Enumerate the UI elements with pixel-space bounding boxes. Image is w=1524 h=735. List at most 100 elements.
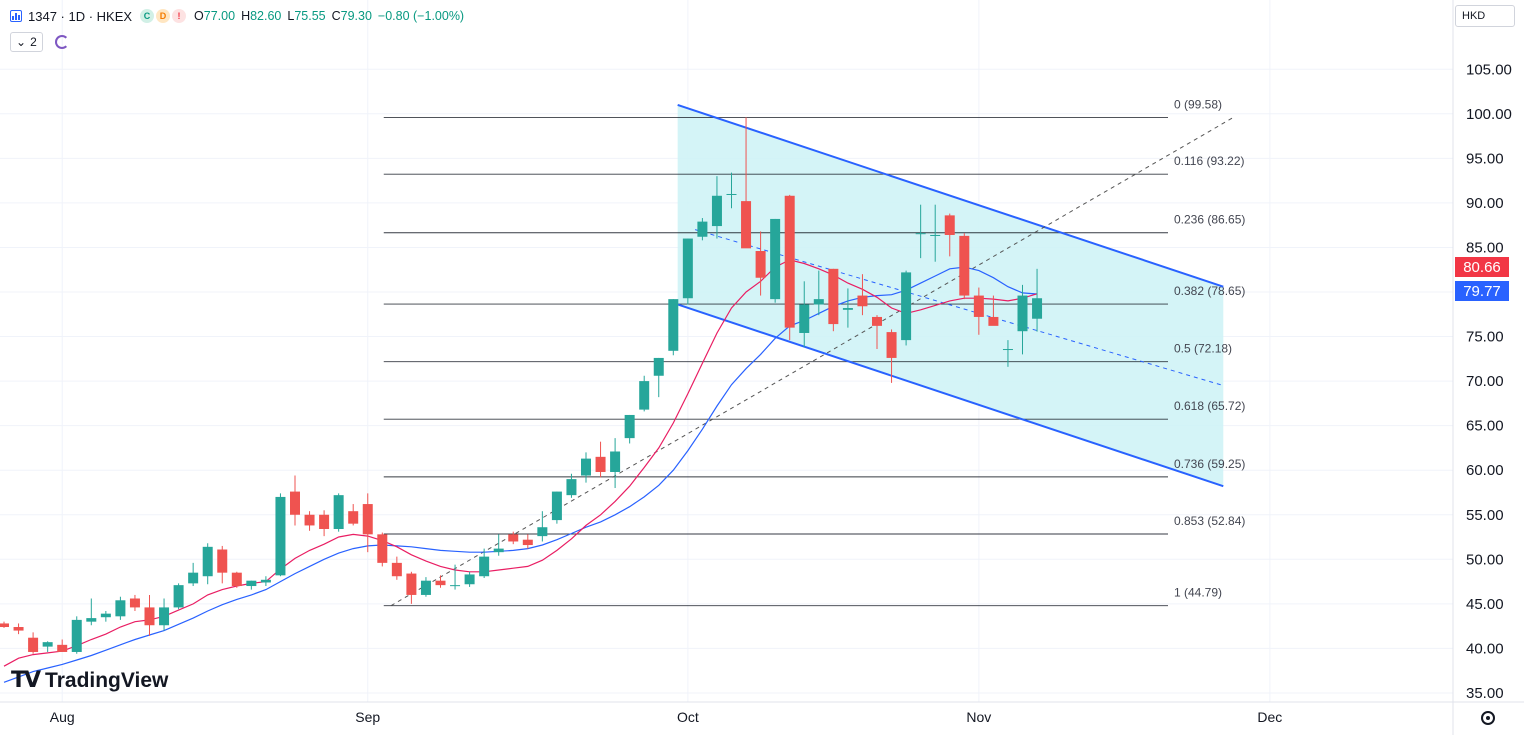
- candle[interactable]: [304, 511, 315, 531]
- candle[interactable]: [813, 270, 824, 316]
- candle[interactable]: [246, 580, 257, 590]
- candle[interactable]: [362, 493, 373, 553]
- candle[interactable]: [857, 274, 868, 316]
- gear-icon[interactable]: [1481, 711, 1495, 725]
- candle[interactable]: [755, 231, 766, 296]
- candle[interactable]: [173, 583, 184, 610]
- candles-layer[interactable]: [0, 117, 1043, 654]
- badge-warning[interactable]: !: [172, 9, 187, 23]
- candle[interactable]: [537, 511, 548, 542]
- currency-selector[interactable]: HKD: [1455, 5, 1515, 27]
- candle-body: [304, 514, 315, 526]
- candle[interactable]: [610, 438, 621, 489]
- candle[interactable]: [144, 594, 155, 636]
- candle[interactable]: [828, 268, 839, 332]
- candle[interactable]: [784, 194, 795, 341]
- channel-lower-line[interactable]: [677, 303, 1224, 488]
- fib-level-label: 0.116 (93.22): [1174, 154, 1245, 168]
- candle[interactable]: [13, 623, 24, 635]
- candle[interactable]: [348, 504, 359, 526]
- candle[interactable]: [944, 213, 955, 257]
- y-tick-label: 55.00: [1466, 507, 1504, 524]
- candle[interactable]: [260, 576, 271, 587]
- candle[interactable]: [493, 534, 504, 556]
- y-tick-label: 85.00: [1466, 239, 1504, 256]
- candle[interactable]: [697, 218, 708, 241]
- candle[interactable]: [595, 441, 606, 478]
- candle-body: [28, 637, 39, 652]
- badge-c[interactable]: C: [140, 9, 155, 23]
- candle[interactable]: [0, 621, 9, 628]
- candle[interactable]: [188, 562, 199, 587]
- candle[interactable]: [420, 577, 431, 597]
- candle[interactable]: [566, 473, 577, 498]
- candle[interactable]: [653, 357, 664, 398]
- tradingview-logo[interactable]: TV TradingView: [11, 668, 168, 693]
- candle[interactable]: [682, 238, 693, 305]
- candle[interactable]: [726, 172, 737, 209]
- candle[interactable]: [290, 475, 300, 526]
- candle[interactable]: [42, 641, 53, 652]
- symbol-title[interactable]: 1347 · 1D · HKEX: [28, 8, 133, 24]
- candle[interactable]: [915, 204, 926, 259]
- candle[interactable]: [86, 598, 97, 626]
- channel-midline[interactable]: [694, 229, 1224, 387]
- refresh-icon[interactable]: [54, 35, 69, 49]
- symbol-header[interactable]: 1347 · 1D · HKEX C D ! O77.00 H82.60 L75…: [10, 6, 464, 26]
- candle[interactable]: [973, 287, 984, 335]
- candle[interactable]: [1017, 284, 1028, 355]
- candle[interactable]: [57, 639, 68, 652]
- candle[interactable]: [639, 375, 650, 412]
- candle[interactable]: [551, 491, 562, 524]
- candle[interactable]: [842, 288, 853, 328]
- candle[interactable]: [508, 531, 519, 545]
- candle[interactable]: [522, 534, 533, 549]
- channel-upper-line[interactable]: [677, 103, 1224, 288]
- candle[interactable]: [406, 571, 417, 604]
- candle-body: [537, 527, 548, 537]
- candle[interactable]: [901, 270, 912, 346]
- candle[interactable]: [988, 295, 999, 326]
- candle[interactable]: [28, 632, 39, 654]
- fib-trend-line[interactable]: [390, 116, 1234, 607]
- candle[interactable]: [333, 493, 344, 532]
- candle[interactable]: [872, 315, 882, 350]
- candle[interactable]: [799, 281, 810, 348]
- candle[interactable]: [217, 545, 228, 584]
- candle[interactable]: [668, 299, 679, 356]
- candle-body: [711, 195, 722, 227]
- candle[interactable]: [464, 571, 475, 587]
- candle[interactable]: [319, 510, 330, 537]
- candle[interactable]: [479, 548, 490, 579]
- candle-body: [842, 308, 853, 310]
- candle[interactable]: [231, 571, 242, 588]
- candle[interactable]: [1032, 268, 1043, 332]
- candle[interactable]: [1002, 340, 1013, 367]
- drawings-layer[interactable]: 0 (99.58) 0.116 (93.22) 0.236 (86.65) 0.382…: [383, 98, 1246, 607]
- candle[interactable]: [711, 176, 722, 239]
- candle[interactable]: [71, 616, 82, 654]
- candle[interactable]: [450, 564, 461, 590]
- candle[interactable]: [770, 218, 781, 303]
- candle[interactable]: [202, 543, 213, 585]
- candle[interactable]: [435, 575, 446, 588]
- chart-type-icon[interactable]: [10, 10, 22, 22]
- candle[interactable]: [581, 452, 591, 483]
- candle[interactable]: [959, 233, 970, 300]
- candle[interactable]: [275, 493, 286, 577]
- candle[interactable]: [391, 556, 402, 580]
- candle-body: [188, 572, 199, 584]
- candle[interactable]: [100, 610, 111, 622]
- indicators-toggle-button[interactable]: ⌄ 2: [10, 32, 43, 52]
- candle[interactable]: [741, 117, 752, 249]
- candle[interactable]: [377, 532, 388, 567]
- candle[interactable]: [886, 329, 897, 383]
- candle[interactable]: [115, 596, 126, 620]
- candle-body: [828, 268, 839, 325]
- candle[interactable]: [159, 598, 170, 631]
- badge-d[interactable]: D: [156, 9, 171, 23]
- candle[interactable]: [930, 204, 941, 262]
- candle[interactable]: [624, 414, 635, 444]
- candle[interactable]: [129, 594, 140, 611]
